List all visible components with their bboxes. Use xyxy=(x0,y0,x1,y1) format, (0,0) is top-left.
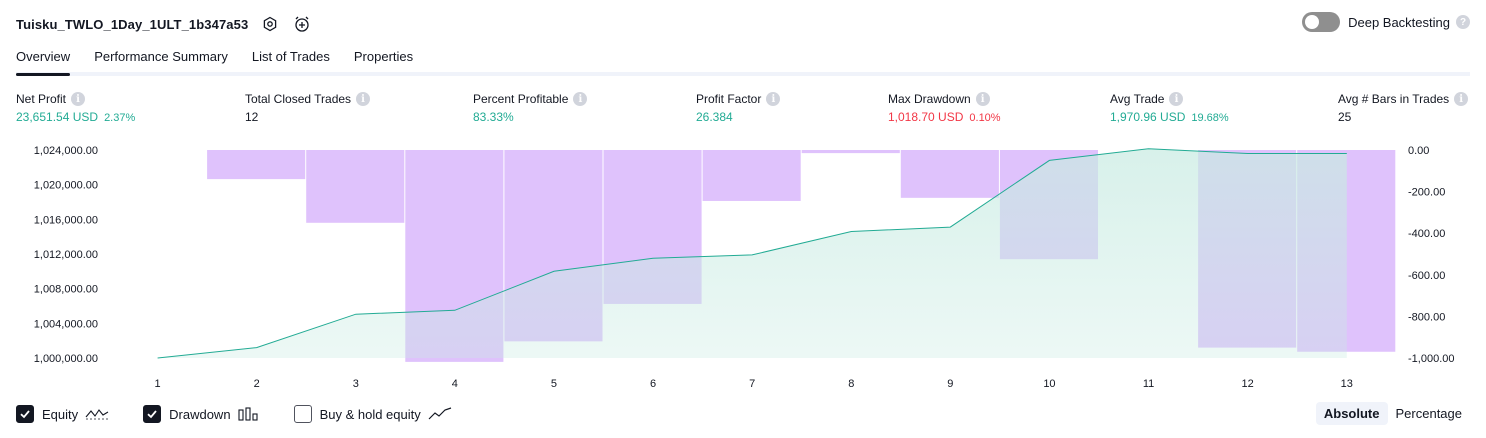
metric-value: 1,018.70 USD xyxy=(888,110,964,124)
x-axis-tick: 1 xyxy=(154,378,160,390)
metric-percent: 0.10% xyxy=(969,112,1001,124)
metric-value: 12 xyxy=(245,110,259,124)
right-axis-tick: -400.00 xyxy=(1408,228,1445,240)
help-icon[interactable]: ? xyxy=(1456,15,1470,29)
x-axis-tick: 8 xyxy=(848,378,854,390)
metric-value: 25 xyxy=(1338,110,1352,124)
x-axis-tick: 2 xyxy=(254,378,260,390)
left-axis-tick: 1,008,000.00 xyxy=(34,284,98,296)
strategy-name[interactable]: Tuisku_TWLO_1Day_1ULT_1b347a53 xyxy=(16,16,249,32)
left-axis-tick: 1,012,000.00 xyxy=(34,249,98,261)
info-icon[interactable]: i xyxy=(71,92,86,106)
checkbox-unchecked-icon[interactable] xyxy=(293,405,312,423)
metric-avg-trade: Avg Trade i 1,970.96 USD 19.68% xyxy=(1110,92,1229,124)
x-axis-tick: 5 xyxy=(551,378,557,390)
scale-mode-toggle: Absolute Percentage xyxy=(1315,402,1470,425)
left-axis-tick: 1,024,000.00 xyxy=(34,145,98,157)
metric-percent: 19.68% xyxy=(1191,112,1229,124)
drawdown-bar xyxy=(702,150,801,201)
deep-backtesting-toggle[interactable] xyxy=(1302,12,1341,32)
metric-label: Avg Trade xyxy=(1110,92,1165,106)
metric-label: Max Drawdown xyxy=(888,92,971,106)
left-axis-tick: 1,016,000.00 xyxy=(34,214,98,226)
equity-checkbox[interactable]: Equity xyxy=(16,405,109,423)
drawdown-label: Drawdown xyxy=(169,406,231,422)
drawdown-bar xyxy=(306,150,405,223)
add-alert-icon[interactable] xyxy=(292,14,312,34)
metric-percent: 2.37% xyxy=(104,112,136,124)
chart-legend: Equity Drawdown Buy & hold equity Absolu… xyxy=(16,402,1470,426)
metric-value: 23,651.54 USD xyxy=(16,110,99,124)
right-axis-tick: 0.00 xyxy=(1408,145,1429,157)
metric-label: Total Closed Trades xyxy=(245,92,352,106)
tab-overview[interactable]: Overview xyxy=(16,44,71,76)
right-axis-tick: -200.00 xyxy=(1408,187,1445,199)
info-icon[interactable]: i xyxy=(766,92,781,106)
metric-label: Net Profit xyxy=(16,92,67,106)
tab-list-of-trades[interactable]: List of Trades xyxy=(251,49,330,64)
metric-total-closed-trades: Total Closed Trades i 12 xyxy=(245,92,371,124)
tab-performance-summary[interactable]: Performance Summary xyxy=(94,49,228,64)
equity-area xyxy=(157,148,1347,358)
absolute-button[interactable]: Absolute xyxy=(1315,402,1388,425)
info-icon[interactable]: i xyxy=(1454,92,1469,106)
drawdown-bar xyxy=(207,150,306,180)
info-icon[interactable]: i xyxy=(356,92,371,106)
x-axis-tick: 11 xyxy=(1143,378,1154,390)
left-axis-tick: 1,004,000.00 xyxy=(34,318,98,330)
equity-label: Equity xyxy=(42,406,79,422)
x-axis-tick: 3 xyxy=(353,378,359,390)
info-icon[interactable]: i xyxy=(1169,92,1184,106)
equity-line xyxy=(157,148,1347,359)
x-axis-tick: 7 xyxy=(749,378,755,390)
checkbox-checked-icon[interactable] xyxy=(16,405,34,423)
right-axis-tick: -1,000.00 xyxy=(1408,353,1454,365)
x-axis-tick: 13 xyxy=(1341,378,1353,390)
metric-label: Avg # Bars in Trades xyxy=(1338,92,1450,106)
deep-backtesting-label: Deep Backtesting xyxy=(1348,14,1450,30)
equity-line-icon xyxy=(85,407,109,421)
metric-value: 83.33% xyxy=(473,110,514,124)
left-axis-tick: 1,020,000.00 xyxy=(34,180,98,192)
metric-label: Percent Profitable xyxy=(473,92,569,106)
metric-label: Profit Factor xyxy=(696,92,762,106)
settings-icon[interactable] xyxy=(260,14,280,34)
report-tabs: Overview Performance Summary List of Tra… xyxy=(16,44,1470,76)
drawdown-bar xyxy=(900,150,999,198)
buy-hold-label: Buy & hold equity xyxy=(319,406,421,422)
info-icon[interactable]: i xyxy=(573,92,588,106)
x-axis-tick: 10 xyxy=(1043,378,1055,390)
percentage-button[interactable]: Percentage xyxy=(1395,406,1463,421)
buy-hold-checkbox[interactable]: Buy & hold equity xyxy=(293,405,452,423)
x-axis-tick: 9 xyxy=(947,378,953,390)
metrics-row: Net Profit i 23,651.54 USD 2.37% Total Clo… xyxy=(0,92,1486,132)
metric-value: 1,970.96 USD xyxy=(1110,110,1186,124)
right-axis-tick: -800.00 xyxy=(1408,311,1445,323)
tab-properties[interactable]: Properties xyxy=(353,49,414,64)
left-axis-tick: 1,000,000.00 xyxy=(34,353,98,365)
buy-hold-line-icon xyxy=(428,407,452,421)
checkbox-checked-icon[interactable] xyxy=(143,405,162,423)
metric-avg-bars: Avg # Bars in Trades i 25 xyxy=(1338,92,1469,124)
deep-backtesting-control: Deep Backtesting ? xyxy=(1302,12,1470,32)
info-icon[interactable]: i xyxy=(975,92,990,106)
x-axis-tick: 12 xyxy=(1242,378,1254,390)
metric-value: 26.384 xyxy=(696,110,733,124)
metric-max-drawdown: Max Drawdown i 1,018.70 USD 0.10% xyxy=(888,92,1001,124)
drawdown-bar xyxy=(801,150,900,154)
drawdown-checkbox[interactable]: Drawdown xyxy=(143,405,259,423)
equity-drawdown-chart[interactable]: 1,000,000.00 1,004,000.00 1,008,000.00 1,01… xyxy=(0,140,1486,400)
x-axis-tick: 4 xyxy=(452,378,458,390)
strategy-header: Tuisku_TWLO_1Day_1ULT_1b347a53 Deep Back… xyxy=(16,12,1470,36)
metric-percent-profitable: Percent Profitable i 83.33% xyxy=(473,92,588,124)
right-axis-tick: -600.00 xyxy=(1408,270,1445,282)
metric-net-profit: Net Profit i 23,651.54 USD 2.37% xyxy=(16,92,135,124)
metric-profit-factor: Profit Factor i 26.384 xyxy=(696,92,781,124)
x-axis-tick: 6 xyxy=(650,378,656,390)
drawdown-bars-icon xyxy=(238,407,260,421)
